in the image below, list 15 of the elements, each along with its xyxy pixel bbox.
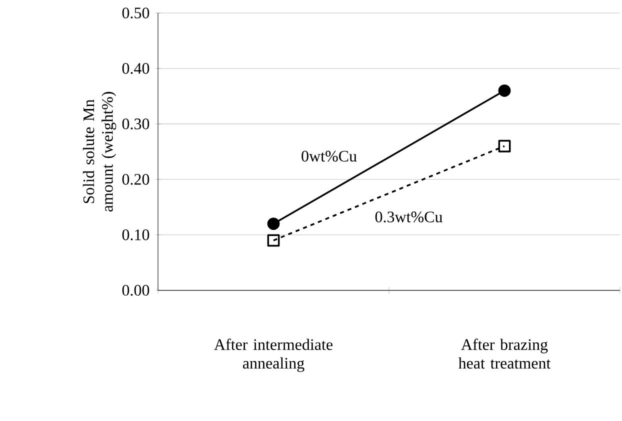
y-tick-label: 0.40 [122,63,150,74]
point [498,84,511,97]
y-tick-label: 0.10 [122,229,150,240]
x-tick-label: After brazing heat treatment [458,338,551,369]
x-tick-label: After intermediate annealing [214,338,332,372]
y-tick-label: 0.20 [122,174,150,185]
series-label: 0wt%Cu [302,150,357,162]
point [267,234,280,247]
point [267,218,280,230]
y-tick-label: 0.00 [122,284,150,296]
y-tick-label: 0.50 [122,8,150,18]
series-label: 0.3wt%Cu [375,212,442,222]
y-tick-label: 0.30 [122,118,150,130]
y-axis-title: Solid solute Mn amount (weight%) [82,92,116,212]
point [498,140,511,152]
